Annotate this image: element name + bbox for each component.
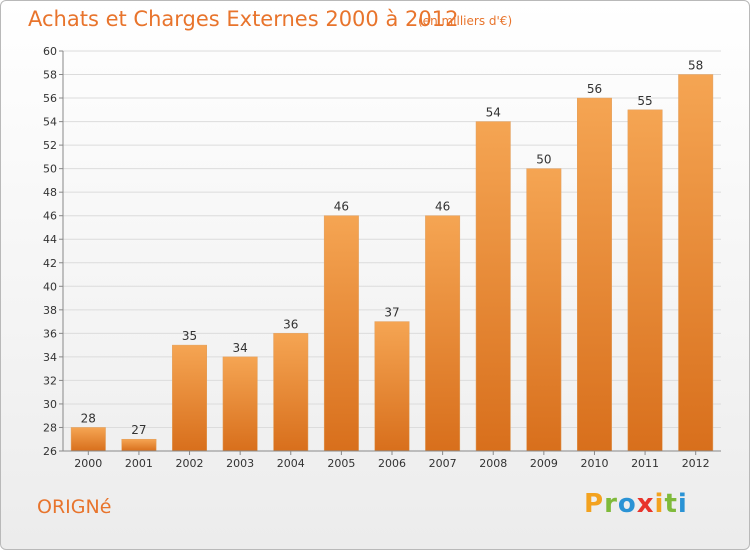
- x-tick-label: 2001: [125, 457, 153, 470]
- bar-value-label: 35: [182, 329, 197, 343]
- brand-letter: P: [584, 489, 605, 519]
- brand-letter: x: [636, 489, 655, 519]
- bar-value-label: 46: [334, 200, 349, 214]
- bar-value-label: 54: [486, 106, 501, 120]
- bar-value-label: 46: [435, 200, 450, 214]
- bar-value-label: 58: [688, 59, 703, 73]
- x-tick-label: 2012: [682, 457, 710, 470]
- brand-letter: i: [677, 489, 688, 519]
- y-tick-label: 56: [43, 92, 57, 105]
- bar: [374, 321, 410, 452]
- bar-value-label: 34: [233, 341, 248, 355]
- x-tick-label: 2009: [530, 457, 558, 470]
- y-tick-label: 54: [43, 116, 57, 129]
- y-tick-label: 60: [43, 45, 57, 58]
- x-tick-label: 2007: [429, 457, 457, 470]
- y-tick-label: 48: [43, 186, 57, 199]
- brand-letter: r: [604, 489, 618, 519]
- y-tick-label: 32: [43, 374, 57, 387]
- bar: [678, 74, 714, 452]
- y-tick-label: 36: [43, 327, 57, 340]
- chart-subtitle: (en milliers d'€): [418, 14, 513, 28]
- bar: [121, 438, 157, 452]
- bar-value-label: 36: [283, 317, 298, 331]
- chart-title: Achats et Charges Externes 2000 à 2012: [28, 7, 459, 31]
- x-tick-label: 2003: [226, 457, 254, 470]
- y-tick-label: 40: [43, 280, 57, 293]
- bar-value-label: 50: [536, 153, 551, 167]
- x-tick-label: 2005: [327, 457, 355, 470]
- x-tick-label: 2004: [277, 457, 305, 470]
- brand-letter: i: [654, 489, 665, 519]
- y-tick-label: 52: [43, 139, 57, 152]
- bar: [222, 356, 258, 452]
- bar: [172, 344, 207, 452]
- bar: [577, 97, 612, 452]
- bar-value-label: 28: [81, 411, 96, 425]
- axes: 26 28 30 32 34 36 38 40 42 44 46 48 50 52 54 56 58 60 2000…: [43, 45, 721, 470]
- x-tick-label: 2000: [74, 457, 102, 470]
- bar-value-label: 56: [587, 82, 602, 96]
- y-tick-label: 42: [43, 257, 57, 270]
- bars: 28 27 35 34 36 46 37 46 54 50 56 55 58: [70, 59, 714, 452]
- bar-value-label: 27: [131, 423, 146, 437]
- bar: [323, 215, 359, 452]
- bar-value-label: 37: [384, 306, 399, 320]
- brand-logo[interactable]: Proxiti: [584, 489, 688, 519]
- x-tick-label: 2011: [631, 457, 659, 470]
- y-tick-label: 58: [43, 69, 57, 82]
- y-tick-label: 38: [43, 304, 57, 317]
- y-tick-label: 44: [43, 233, 57, 246]
- brand-letter: o: [617, 489, 637, 519]
- y-tick-label: 26: [43, 445, 57, 458]
- bar: [526, 168, 562, 452]
- y-tick-label: 50: [43, 163, 57, 176]
- bar: [475, 121, 511, 452]
- brand-letter: t: [664, 489, 678, 519]
- place-name: ORIGNé: [37, 496, 112, 518]
- bar: [627, 109, 663, 452]
- x-tick-label: 2010: [580, 457, 608, 470]
- y-tick-label: 28: [43, 421, 57, 434]
- bar: [70, 427, 106, 452]
- x-tick-label: 2006: [378, 457, 406, 470]
- y-tick-label: 46: [43, 210, 57, 223]
- x-tick-label: 2008: [479, 457, 507, 470]
- bar: [425, 215, 461, 452]
- y-tick-label: 34: [43, 351, 57, 364]
- x-tick-label: 2002: [176, 457, 204, 470]
- y-tick-label: 30: [43, 398, 57, 411]
- bar-value-label: 55: [637, 94, 652, 108]
- bar: [273, 333, 309, 452]
